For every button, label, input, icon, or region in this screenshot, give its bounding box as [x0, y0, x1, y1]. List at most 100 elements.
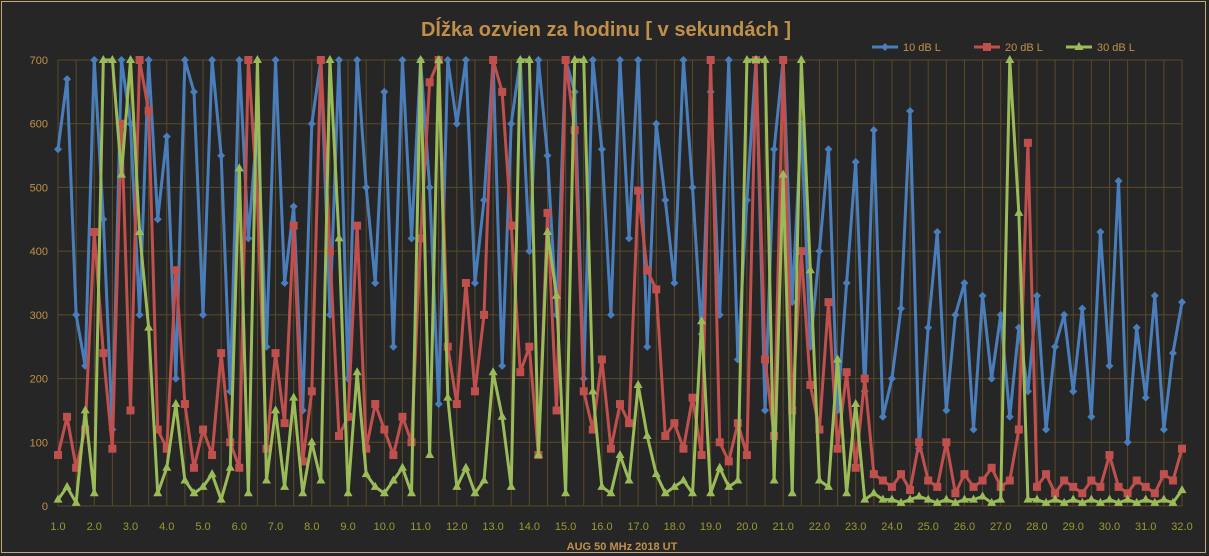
data-point — [243, 488, 253, 497]
x-tick-label: 7.0 — [268, 521, 283, 533]
data-point — [434, 55, 444, 63]
data-point — [643, 266, 652, 275]
data-point — [688, 393, 697, 402]
data-point — [479, 475, 489, 484]
data-point — [289, 221, 298, 230]
data-point — [425, 450, 435, 459]
data-point — [742, 55, 752, 63]
chart-title: Dĺžka ozvien za hodinu [ v sekundách ] — [421, 17, 791, 41]
data-point — [533, 450, 543, 459]
data-point — [1005, 412, 1014, 421]
data-point — [480, 310, 489, 319]
data-point — [697, 451, 706, 460]
data-point — [63, 75, 72, 84]
x-tick-label: 23.0 — [845, 521, 866, 533]
data-point — [362, 444, 371, 453]
legend-label: 20 dB L — [1005, 42, 1043, 54]
data-point — [987, 463, 996, 472]
legend-item: 20 dB L — [974, 42, 1043, 54]
data-point — [398, 412, 407, 421]
data-point — [407, 234, 416, 243]
data-point — [660, 488, 670, 497]
data-point — [643, 342, 652, 351]
data-point — [1177, 485, 1187, 494]
data-point — [597, 481, 607, 490]
data-point — [72, 463, 81, 472]
data-point — [515, 55, 525, 63]
data-point — [1168, 497, 1178, 506]
data-point — [897, 470, 905, 479]
data-point — [1159, 425, 1168, 434]
data-point — [1114, 482, 1123, 491]
legend: 10 dB L 20 dB L 30 dB L — [872, 42, 1135, 54]
data-point — [1014, 425, 1023, 434]
data-point — [189, 488, 199, 497]
data-point — [289, 202, 298, 211]
data-point — [761, 406, 770, 415]
data-point — [1132, 497, 1142, 506]
data-point — [452, 119, 461, 128]
data-point — [507, 119, 516, 128]
data-point — [597, 355, 606, 364]
data-point — [253, 196, 262, 205]
data-point — [189, 87, 198, 96]
x-tick-label: 32.0 — [1171, 521, 1192, 533]
data-point — [217, 151, 226, 160]
data-point — [1150, 497, 1160, 506]
y-tick-label: 600 — [30, 119, 48, 131]
data-point — [887, 482, 896, 491]
data-point — [959, 494, 969, 503]
data-point — [53, 494, 63, 503]
data-point — [851, 399, 861, 408]
data-point — [144, 56, 153, 64]
data-point — [162, 462, 172, 471]
data-point — [634, 186, 643, 195]
data-point — [706, 488, 716, 497]
data-point — [670, 419, 679, 428]
x-tick-label: 5.0 — [195, 521, 210, 533]
data-point — [942, 406, 951, 415]
data-point — [362, 183, 371, 192]
series-20-db-l — [54, 56, 1186, 498]
data-point — [905, 494, 915, 503]
data-point — [307, 119, 316, 128]
data-point — [516, 368, 525, 377]
data-point — [452, 481, 462, 490]
data-point — [724, 481, 734, 490]
data-point — [815, 247, 824, 256]
data-point — [588, 425, 597, 434]
data-point — [352, 367, 362, 376]
data-point — [180, 400, 189, 409]
data-point — [670, 279, 679, 287]
data-point — [225, 462, 235, 471]
data-point — [180, 56, 189, 64]
x-tick-label: 1.0 — [50, 521, 65, 533]
data-point — [969, 494, 979, 503]
data-point — [90, 228, 99, 237]
data-point — [1178, 444, 1186, 453]
data-point — [878, 494, 888, 503]
data-point — [1042, 470, 1051, 479]
data-point — [199, 425, 208, 434]
data-point — [126, 406, 135, 415]
data-point — [869, 470, 878, 479]
data-point — [171, 374, 180, 383]
plot-area — [53, 55, 1187, 506]
data-point — [63, 412, 72, 421]
data-point — [951, 489, 960, 498]
data-point — [171, 266, 180, 275]
x-tick-label: 3.0 — [123, 521, 138, 533]
x-tick-label: 12.0 — [446, 521, 467, 533]
data-point — [1077, 497, 1087, 506]
data-point — [914, 491, 924, 500]
data-point — [624, 475, 634, 484]
data-point — [335, 56, 343, 64]
data-point — [661, 196, 670, 205]
data-point — [1087, 412, 1096, 421]
data-point — [353, 221, 362, 230]
data-point — [751, 55, 761, 63]
data-point — [1141, 494, 1151, 503]
data-point — [987, 374, 996, 383]
x-tick-label: 29.0 — [1063, 521, 1084, 533]
